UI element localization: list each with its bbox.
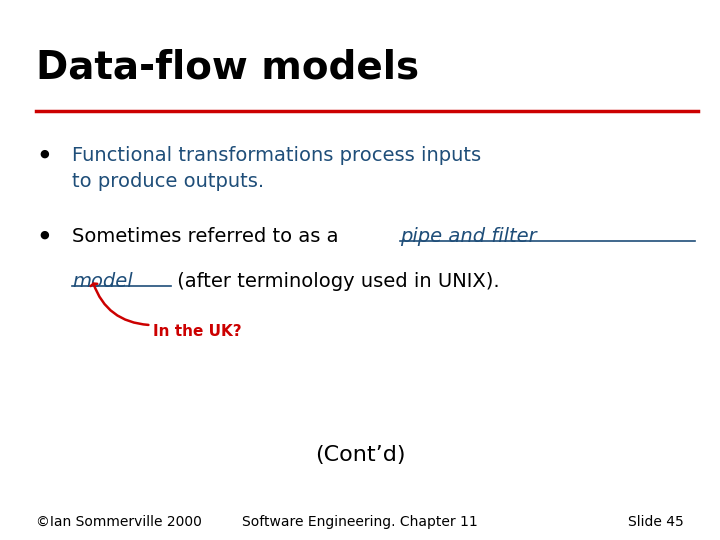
Text: Data-flow models: Data-flow models [36,49,419,86]
Text: In the UK?: In the UK? [153,324,242,339]
Text: (after terminology used in UNIX).: (after terminology used in UNIX). [171,272,500,291]
Text: ©Ian Sommerville 2000: ©Ian Sommerville 2000 [36,515,202,529]
Text: (Cont’d): (Cont’d) [315,446,405,465]
Text: Slide 45: Slide 45 [629,515,684,529]
Text: pipe and filter: pipe and filter [400,227,536,246]
Text: Software Engineering. Chapter 11: Software Engineering. Chapter 11 [242,515,478,529]
Text: ●: ● [40,148,50,159]
Text: Sometimes referred to as a: Sometimes referred to as a [72,227,345,246]
Text: model: model [72,272,132,291]
Text: Functional transformations process inputs
to produce outputs.: Functional transformations process input… [72,146,481,191]
Text: ●: ● [40,230,50,240]
